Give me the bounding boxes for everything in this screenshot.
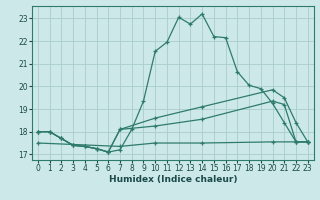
X-axis label: Humidex (Indice chaleur): Humidex (Indice chaleur) <box>108 175 237 184</box>
